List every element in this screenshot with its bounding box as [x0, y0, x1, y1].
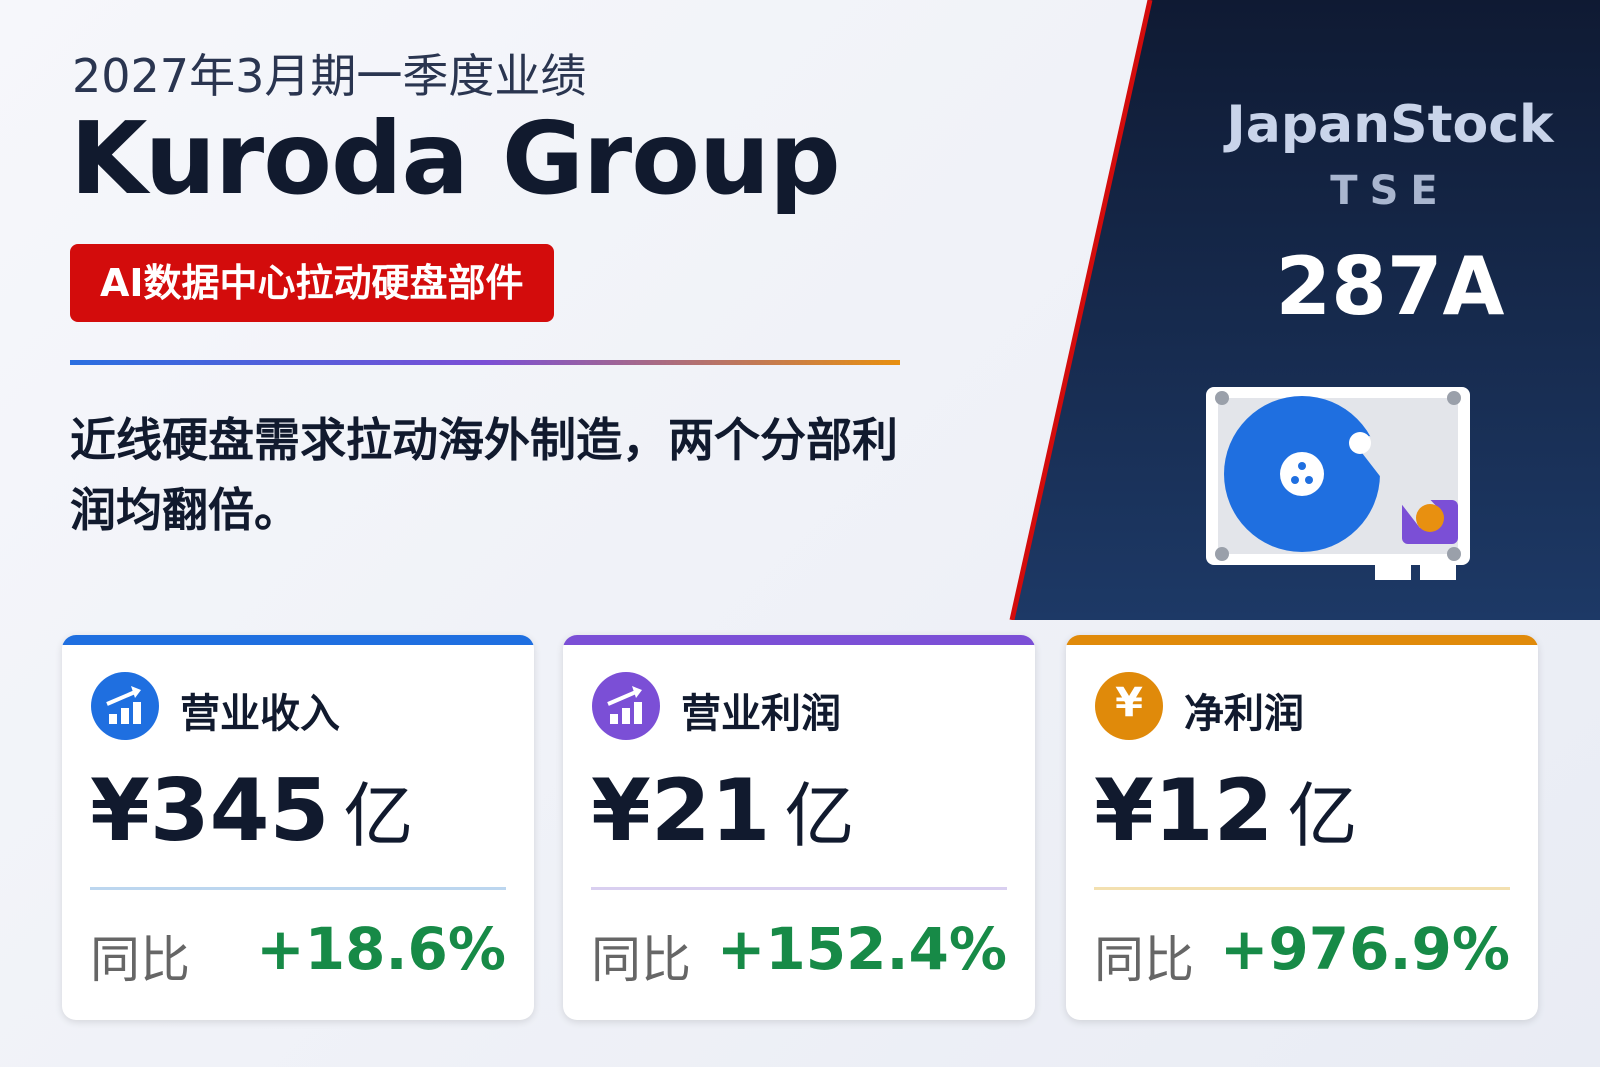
card-accent	[62, 635, 534, 645]
card-accent	[563, 635, 1035, 645]
chart-glyph	[106, 686, 141, 724]
yoy-value: +976.9%	[1219, 915, 1510, 983]
chart-glyph	[607, 686, 642, 724]
unit: 亿	[784, 775, 855, 857]
card-divider	[90, 887, 506, 890]
card-title: 净利润	[1184, 691, 1304, 737]
metric-card: ¥ 净利润 ¥12 亿同比 +976.9%	[1066, 635, 1538, 1020]
card-value: ¥21 亿	[591, 760, 855, 861]
divider	[70, 360, 900, 365]
icon-symbol: ¥	[1115, 680, 1143, 726]
yoy-label: 同比	[1094, 931, 1194, 989]
side-panel	[1009, 0, 1600, 620]
hdd-icon	[1206, 387, 1470, 580]
yoy-label: 同比	[591, 931, 691, 989]
metric-card: 营业利润 ¥21 亿同比 +152.4%	[563, 635, 1035, 1020]
card-icon	[592, 672, 660, 740]
card-icon: ¥	[1095, 672, 1163, 740]
card-title: 营业利润	[681, 691, 841, 737]
card-value: ¥12 亿	[1094, 760, 1358, 861]
value: ¥12	[1094, 761, 1274, 861]
card-accent	[1066, 635, 1538, 645]
brand: JapanStock	[1226, 95, 1554, 155]
yoy-label: 同比	[90, 931, 190, 989]
card-divider	[591, 887, 1007, 890]
panel-edge	[1009, 0, 1153, 620]
unit: 亿	[1287, 775, 1358, 857]
metric-card: 营业收入 ¥345 亿同比 +18.6%	[62, 635, 534, 1020]
yoy-value: +152.4%	[716, 915, 1007, 983]
card-title: 营业收入	[180, 691, 340, 737]
period: 2027年3月期一季度业绩	[72, 49, 587, 103]
card-value: ¥345 亿	[90, 760, 413, 861]
unit: 亿	[343, 775, 414, 857]
company: Kuroda Group	[70, 100, 841, 217]
yoy-value: +18.6%	[256, 915, 506, 983]
card-divider	[1094, 887, 1510, 890]
summary: 近线硬盘需求拉动海外制造，两个分部利润均翻倍。	[70, 413, 898, 537]
exchange: TSE	[1330, 168, 1450, 214]
value: ¥345	[90, 761, 330, 861]
card-icon	[91, 672, 159, 740]
tag: AI数据中心拉动硬盘部件	[70, 244, 554, 322]
value: ¥21	[591, 761, 771, 861]
ticker: 287A	[1275, 240, 1505, 333]
